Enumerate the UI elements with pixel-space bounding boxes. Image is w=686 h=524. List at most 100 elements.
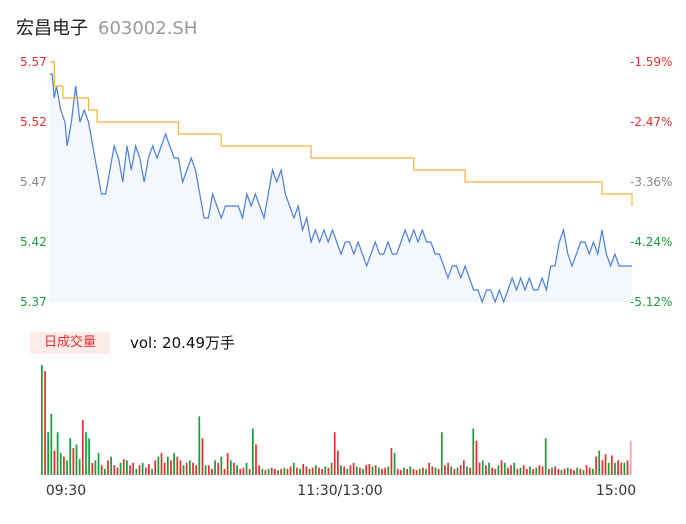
volume-bar [267,468,270,475]
volume-bar [588,467,591,475]
volume-bar [270,467,273,475]
volume-bar [236,465,238,475]
volume-bar [352,462,355,475]
volume-bar [604,454,607,475]
volume-bar [185,462,188,475]
volume-bar [192,462,194,475]
volume-bar [154,460,157,475]
volume-bar [557,468,560,475]
volume-bar [478,462,481,475]
volume-bar [415,470,418,475]
stock-code: 603002.SH [98,18,198,39]
volume-bar [406,468,409,475]
volume-bar [365,465,368,475]
volume-bar [277,470,279,475]
time-tick: 15:00 [596,483,636,499]
volume-bar [195,465,198,475]
volume-bar [384,467,386,475]
volume-bar [255,444,257,475]
volume-bar [598,450,601,475]
volume-bar [440,432,443,475]
avg-line [50,61,633,206]
volume-bar [488,462,490,475]
volume-bar [544,438,547,475]
volume-bar [321,468,323,475]
volume-bar [94,460,97,475]
volume-bar [570,468,572,475]
volume-bar [576,467,579,475]
volume-bar [425,468,427,475]
volume-bar [173,453,175,475]
volume-bar [371,466,374,475]
volume-bar [182,465,185,475]
volume-bar [566,467,569,475]
volume-bar [560,470,563,475]
volume-bar [314,465,317,475]
volume-bar [381,468,383,475]
volume-bars [41,365,632,475]
volume-bar [626,460,629,475]
volume-bar [456,467,459,475]
volume-bar [494,468,497,475]
volume-bar [211,468,213,475]
volume-bar [535,467,538,475]
volume-bar [88,438,90,475]
volume-bar [226,453,229,475]
price-tick: 5.57 [20,55,47,69]
volume-bar [311,467,314,475]
percent-tick: -5.12% [630,295,672,309]
volume-bar [324,466,327,475]
volume-bar [447,462,449,475]
volume-bar [75,444,78,475]
volume-bar [207,465,210,475]
percent-tick: -3.36% [630,175,672,189]
volume-bar [53,450,56,475]
volume-bar [485,465,487,475]
price-tick: 5.42 [20,235,47,249]
volume-bar [390,448,393,475]
volume-bar [286,468,289,475]
volume-bar [563,468,566,475]
volume-bar [337,450,339,475]
volume-bar [201,438,204,475]
volume-bar [525,468,528,475]
volume-bar [100,465,103,475]
volume-bar [292,462,295,475]
volume-bar [122,459,125,475]
volume-bar [450,466,453,475]
volume-bar [343,466,346,475]
volume-bar [629,440,632,475]
volume-bar [610,455,613,475]
volume-bar [327,467,330,475]
volume-bar [85,432,87,475]
volume-bar [223,468,226,475]
volume-bar [453,468,456,475]
volume-bar [614,462,616,475]
volume-bar [396,468,399,475]
volume-bar [346,468,349,475]
volume-bar [403,467,405,475]
volume-bar [78,459,81,475]
volume-bar [141,462,144,475]
volume-bar [44,371,46,475]
volume-bar [519,467,522,475]
volume-bar [529,466,531,475]
volume-bar [217,462,220,475]
percent-tick: -2.47% [630,115,672,129]
volume-bar [50,413,53,475]
volume-bar [399,470,402,475]
volume-bar [296,467,298,475]
volume-bar [229,460,232,475]
volume-bar [481,460,484,475]
volume-bar [472,428,475,475]
volume-bar [538,465,541,475]
price-tick: 5.52 [20,115,47,129]
volume-bar [412,468,415,475]
volume-bar [305,466,308,475]
volume-bar [204,465,207,475]
volume-bar [160,453,163,475]
volume-bar [532,468,534,475]
volume-bar [163,462,166,475]
volume-bar [409,466,412,475]
volume-bar [63,456,65,475]
